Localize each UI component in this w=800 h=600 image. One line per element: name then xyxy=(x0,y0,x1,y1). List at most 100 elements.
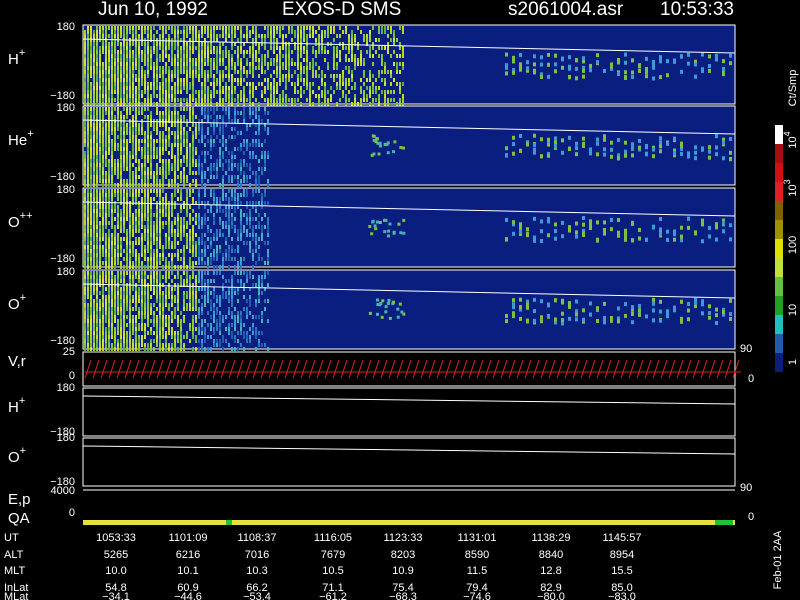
spectrogram-cell xyxy=(624,229,627,234)
spectrogram-cell xyxy=(533,238,536,243)
vr-mark xyxy=(644,359,653,379)
spectrogram-cell xyxy=(111,323,113,327)
spectrogram-cell xyxy=(246,275,248,279)
spectrogram-cell xyxy=(108,213,110,217)
spectrogram-cell xyxy=(596,306,599,311)
spectrogram-cell xyxy=(150,339,152,343)
spectrogram-cell xyxy=(114,139,116,143)
spectrogram-cell xyxy=(96,139,98,143)
spectrogram-cell xyxy=(222,189,224,193)
spectrogram-cell xyxy=(240,327,242,331)
spectrogram-cell xyxy=(102,245,104,249)
spectrogram-cell xyxy=(93,343,95,347)
spectrogram-cell xyxy=(141,74,143,78)
colorbar-cell xyxy=(775,239,783,258)
spectrogram-cell xyxy=(108,303,110,307)
spectrogram-cell xyxy=(393,38,395,42)
spectrogram-cell xyxy=(204,155,206,159)
spectrogram-cell xyxy=(216,107,218,111)
spectrogram-cell xyxy=(105,335,107,339)
spectrogram-cell xyxy=(174,201,176,205)
spectrogram-cell xyxy=(96,119,98,123)
spectrogram-cell xyxy=(99,335,101,339)
spectrogram-cell xyxy=(111,343,113,347)
spectrogram-cell xyxy=(246,30,248,34)
spectrogram-cell xyxy=(219,249,221,253)
spectrogram-cell xyxy=(102,303,104,307)
spectrogram-cell xyxy=(159,159,161,163)
spectrogram-cell xyxy=(207,98,209,102)
spectrogram-cell xyxy=(198,42,200,46)
spectrogram-cell xyxy=(105,197,107,201)
spectrogram-cell xyxy=(659,55,662,60)
spectrogram-cell xyxy=(153,90,155,94)
spectrogram-cell xyxy=(234,26,236,30)
spectrogram-cell xyxy=(198,139,200,143)
spectrogram-cell xyxy=(336,86,338,90)
spectrogram-cell xyxy=(186,98,188,102)
spectrogram-cell xyxy=(192,78,194,82)
spectrogram-cell xyxy=(345,86,347,90)
spectrogram-cell xyxy=(174,253,176,257)
spectrogram-cell xyxy=(87,131,89,135)
spectrogram-cell xyxy=(117,339,119,343)
spectrogram-cell xyxy=(249,30,251,34)
spectrogram-cell xyxy=(189,26,191,30)
spectrogram-cell xyxy=(147,221,149,225)
spectrogram-cell xyxy=(258,183,260,187)
spectrogram-cell xyxy=(132,225,134,229)
spectrogram-cell xyxy=(240,66,242,70)
spectrogram-cell xyxy=(309,82,311,86)
spectrogram-cell xyxy=(120,347,122,351)
spectrogram-cell xyxy=(368,311,372,315)
spectrogram-cell xyxy=(117,331,119,335)
spectrogram-cell xyxy=(231,34,233,38)
spectrogram-cell xyxy=(111,271,113,275)
vr-mark xyxy=(324,359,333,379)
spectrogram-cell xyxy=(195,151,197,155)
spectrogram-cell xyxy=(575,317,578,322)
spectrogram-cell xyxy=(213,303,215,307)
spectrogram-cell xyxy=(228,279,230,283)
spectrogram-cell xyxy=(252,82,254,86)
spectrogram-cell xyxy=(207,271,209,275)
spectrogram-cell xyxy=(132,74,134,78)
spectrogram-cell xyxy=(120,58,122,62)
spectrogram-cell xyxy=(153,347,155,351)
spectrogram-cell xyxy=(111,78,113,82)
spectrogram-cell xyxy=(138,131,140,135)
spectrogram-cell xyxy=(84,94,86,98)
spectrogram-cell xyxy=(96,62,98,66)
spectrogram-cell xyxy=(189,50,191,54)
spectrogram-cell xyxy=(171,90,173,94)
spectrogram-cell xyxy=(624,236,627,241)
spectrogram-cell xyxy=(93,159,95,163)
spectrogram-cell xyxy=(207,229,209,233)
spectrogram-cell xyxy=(141,90,143,94)
spectrogram-cell xyxy=(138,229,140,233)
spectrogram-cell xyxy=(174,94,176,98)
spectrogram-cell xyxy=(237,339,239,343)
spectrogram-cell xyxy=(132,171,134,175)
spectrogram-cell xyxy=(228,86,230,90)
spectrogram-cell xyxy=(243,70,245,74)
spectrogram-cell xyxy=(96,183,98,187)
spectrogram-cell xyxy=(231,221,233,225)
spectrogram-cell xyxy=(210,58,212,62)
spectrogram-cell xyxy=(240,38,242,42)
spectrogram-cell xyxy=(201,275,203,279)
spectrogram-cell xyxy=(638,64,641,69)
spectrogram-cell xyxy=(210,327,212,331)
spectrogram-cell xyxy=(198,307,200,311)
spectrogram-cell xyxy=(84,30,86,34)
spectrogram-cell xyxy=(231,127,233,131)
spectrogram-cell xyxy=(252,107,254,111)
spectrogram-cell xyxy=(715,53,718,58)
spectrogram-cell xyxy=(177,62,179,66)
spectrogram-cell xyxy=(195,127,197,131)
spectrogram-cell xyxy=(237,54,239,58)
spectrogram-cell xyxy=(84,50,86,54)
spectrogram-cell xyxy=(297,90,299,94)
spectrogram-cell xyxy=(237,167,239,171)
spectrogram-cell xyxy=(93,183,95,187)
